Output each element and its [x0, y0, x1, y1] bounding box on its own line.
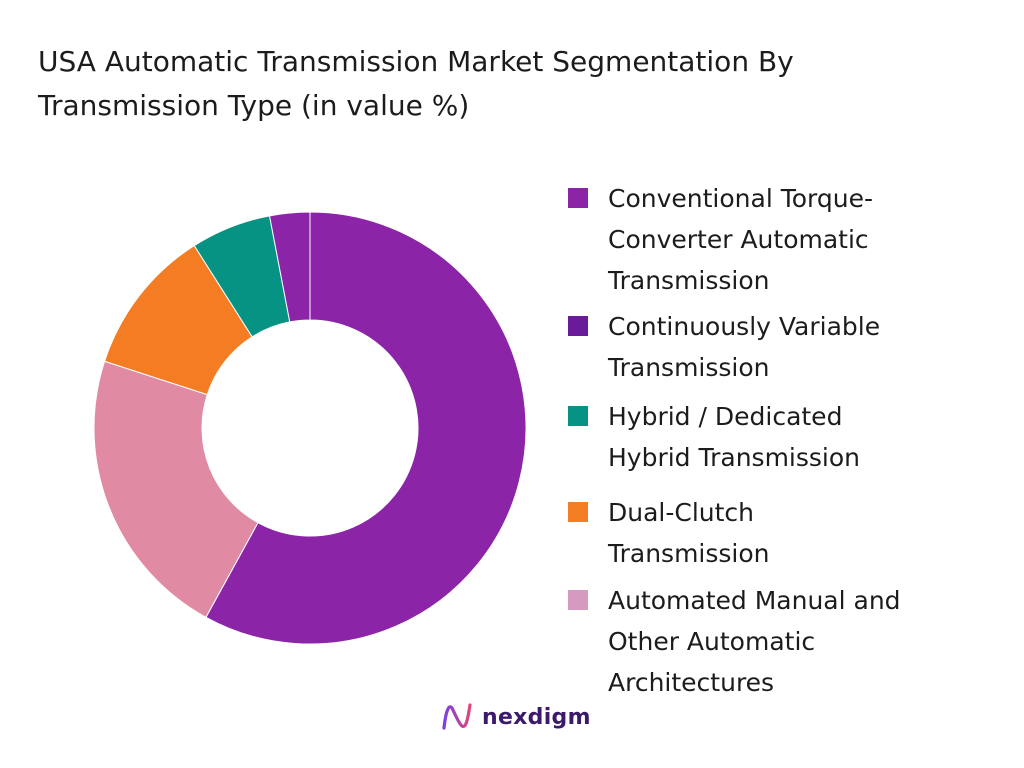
donut-chart: [93, 211, 527, 645]
legend-swatch: [568, 406, 588, 426]
legend-item-automated-manual: Automated Manual and Other Automatic Arc…: [568, 580, 1008, 703]
nexdigm-logo-icon: [442, 703, 472, 730]
legend-label: Continuously Variable Transmission: [608, 312, 881, 382]
legend-swatch: [568, 316, 588, 336]
legend-swatch: [568, 502, 588, 522]
nexdigm-logo: nexdigm: [440, 700, 591, 734]
legend-label: Conventional Torque- Converter Automatic…: [608, 184, 873, 295]
legend-label: Automated Manual and Other Automatic Arc…: [608, 586, 901, 697]
legend-item-hybrid-dedicated: Hybrid / Dedicated Hybrid Transmission: [568, 396, 1008, 478]
donut-slice-5: [268, 211, 311, 323]
legend-swatch: [568, 590, 588, 610]
legend-item-dual-clutch: Dual-Clutch Transmission: [568, 492, 1008, 574]
legend-label: Hybrid / Dedicated Hybrid Transmission: [608, 402, 861, 472]
chart-title: USA Automatic Transmission Market Segmen…: [38, 45, 794, 122]
legend-label: Dual-Clutch Transmission: [608, 498, 770, 568]
legend-item-conventional-torque-converter: Conventional Torque- Converter Automatic…: [568, 178, 1008, 301]
logo-text: nexdigm: [482, 704, 591, 730]
legend-item-continuously-variable: Continuously Variable Transmission: [568, 306, 1008, 388]
legend-swatch: [568, 188, 588, 208]
donut-slice-1: [205, 211, 527, 645]
donut-slice-2: [93, 360, 259, 618]
